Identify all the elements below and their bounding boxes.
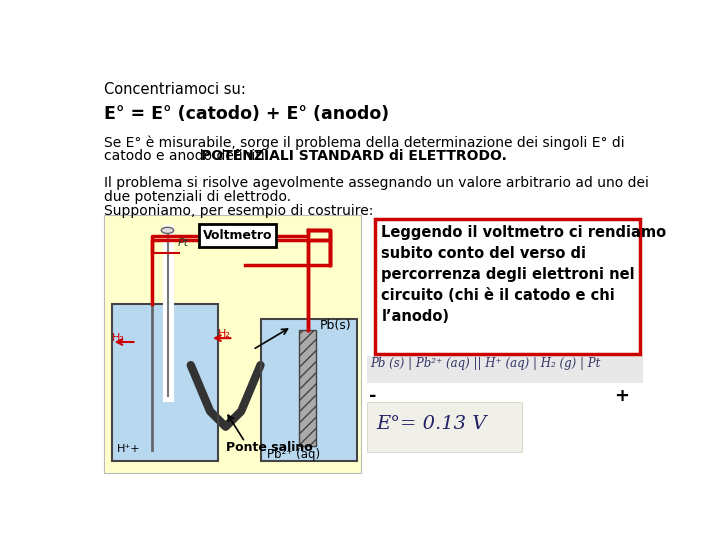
Bar (261, 319, 357, 461)
Ellipse shape (161, 227, 174, 233)
Text: Il problema si risolve agevolmente assegnando un valore arbitrario ad uno dei: Il problema si risolve agevolmente asseg… (104, 177, 649, 191)
Text: H₂: H₂ (112, 333, 125, 343)
Text: Voltmetro: Voltmetro (202, 230, 272, 242)
Bar (261, 320, 356, 461)
Text: Se E° è misurabile, sorge il problema della determinazione dei singoli E° di: Se E° è misurabile, sorge il problema de… (104, 136, 624, 150)
Text: H⁺+: H⁺+ (117, 444, 140, 454)
Text: Ponte salino: Ponte salino (225, 441, 312, 454)
Text: catodo e anodo definiti: catodo e anodo definiti (104, 150, 269, 164)
Text: Pt: Pt (178, 239, 189, 248)
Text: POTENZIALI STANDARD di ELETTRODO.: POTENZIALI STANDARD di ELETTRODO. (201, 150, 507, 164)
Text: H₂: H₂ (218, 329, 230, 339)
Bar (300, 330, 316, 446)
Text: Leggendo il voltmetro ci rendiamo
subito conto del verso di
percorrenza degli el: Leggendo il voltmetro ci rendiamo subito… (382, 225, 667, 324)
Text: E°= 0.13 V: E°= 0.13 V (377, 415, 487, 433)
Text: Pb²⁺ (aq): Pb²⁺ (aq) (266, 448, 320, 461)
Bar (112, 303, 218, 461)
Text: due potenziali di elettrodo.: due potenziali di elettrodo. (104, 190, 291, 204)
Text: Pb(s): Pb(s) (320, 319, 351, 332)
Bar (367, 402, 523, 452)
Text: E° = E° (catodo) + E° (anodo): E° = E° (catodo) + E° (anodo) (104, 105, 389, 123)
Text: Concentriamoci su:: Concentriamoci su: (104, 82, 246, 97)
Text: Supponiamo, per esempio di costruire:: Supponiamo, per esempio di costruire: (104, 204, 374, 218)
Bar (367, 356, 642, 383)
Bar (375, 219, 640, 354)
Bar (199, 224, 276, 247)
Text: -: - (369, 387, 377, 404)
Bar (104, 215, 361, 473)
Bar (112, 304, 217, 461)
Text: Pb (s) | Pb²⁺ (aq) || H⁺ (aq) | H₂ (g) | Pt: Pb (s) | Pb²⁺ (aq) || H⁺ (aq) | H₂ (g) |… (371, 357, 601, 370)
Text: +: + (613, 387, 629, 404)
